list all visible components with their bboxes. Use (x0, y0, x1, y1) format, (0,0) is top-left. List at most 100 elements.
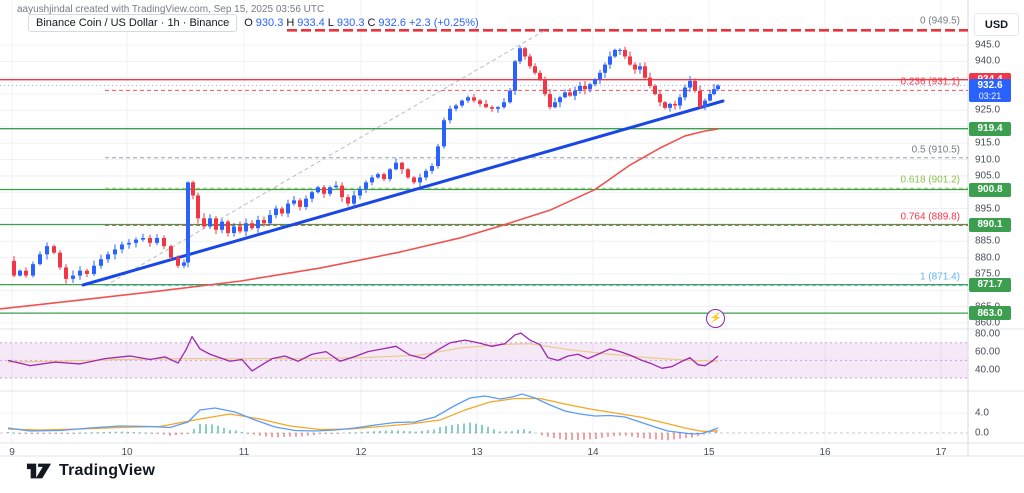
candle-body (513, 61, 517, 91)
candle-body (238, 226, 242, 232)
candle-body (623, 49, 627, 57)
macd-histogram-bar (643, 433, 645, 439)
macd-histogram-bar (439, 427, 441, 433)
macd-histogram-bar (397, 430, 399, 433)
candle-body (274, 208, 278, 216)
candle-body (71, 275, 75, 279)
macd-histogram-bar (367, 431, 369, 433)
macd-histogram-bar (583, 433, 585, 440)
macd-histogram-bar (109, 431, 111, 433)
macd-histogram-bar (403, 430, 405, 433)
candle-body (693, 80, 697, 91)
price-label-badge: 863.0 (969, 306, 1011, 321)
candle-body (658, 94, 662, 103)
candle-body (578, 85, 582, 91)
attribution-text: aayushjindal created with TradingView.co… (17, 4, 325, 15)
macd-histogram-bar (499, 431, 501, 433)
macd-histogram-bar (679, 433, 681, 439)
candle-body (412, 177, 416, 183)
macd-histogram-bar (313, 433, 315, 436)
price-tick-label: 910.0 (975, 154, 1001, 166)
candle-body (134, 239, 138, 243)
macd-histogram-bar (247, 433, 249, 434)
candle-body (568, 92, 572, 96)
candle-body (226, 221, 230, 234)
candle-body (454, 105, 458, 109)
macd-histogram-bar (181, 433, 183, 435)
flash-icon-glyph: ⚡ (708, 312, 723, 325)
macd-histogram-bar (493, 429, 495, 433)
tradingview-logo-mark[interactable] (26, 460, 52, 482)
candle-body (688, 80, 692, 88)
price-tick-label: 4.0 (975, 407, 989, 419)
macd-histogram-bar (211, 424, 213, 433)
macd-histogram-bar (421, 430, 423, 433)
candle-body (169, 246, 173, 258)
price-tick-label: 885.0 (975, 235, 1001, 247)
candle-body (618, 49, 622, 51)
candle-body (328, 187, 332, 194)
macd-histogram-bar (55, 433, 57, 434)
macd-histogram-bar (601, 433, 603, 438)
macd-histogram-bar (133, 432, 135, 434)
macd-histogram-bar (289, 433, 291, 437)
macd-histogram-bar (523, 429, 525, 433)
macd-histogram-bar (67, 433, 69, 434)
candle-body (533, 66, 537, 73)
macd-histogram-bar (391, 430, 393, 433)
macd-histogram-bar (241, 431, 243, 433)
candle-body (364, 182, 368, 189)
candle-body (358, 188, 362, 196)
candle-body (613, 49, 617, 57)
candle-body (352, 195, 356, 204)
candle-body (406, 169, 410, 178)
candle-body (698, 90, 702, 108)
macd-signal-line (7, 397, 719, 433)
fib-level-label: 1 (871.4) (919, 271, 960, 283)
macd-histogram-bar (7, 432, 9, 433)
time-tick-label: 10 (121, 447, 133, 458)
macd-histogram-bar (631, 433, 633, 437)
price-tick-label: 60.00 (975, 346, 1001, 358)
macd-histogram-bar (661, 433, 663, 440)
macd-histogram-bar (157, 433, 159, 434)
macd-histogram-bar (253, 433, 255, 435)
candle-body (628, 56, 632, 65)
macd-histogram-bar (445, 426, 447, 433)
macd-histogram-bar (259, 433, 261, 436)
candle-body (99, 259, 103, 266)
fib-anchor-trendline[interactable] (104, 29, 546, 287)
candle-body (424, 170, 428, 178)
macd-histogram-bar (139, 432, 141, 434)
candle-body (708, 94, 712, 101)
price-tick-label: 940.0 (975, 55, 1001, 67)
candle-body (45, 246, 49, 255)
candle-body (141, 237, 145, 240)
macd-histogram-bar (565, 433, 567, 440)
candle-body (298, 200, 302, 207)
high-label: H (286, 17, 295, 29)
time-tick-label: 17 (935, 447, 947, 458)
macd-histogram-bar (271, 433, 273, 438)
macd-histogram-bar (205, 424, 207, 433)
candle-body (436, 146, 440, 167)
moving-average-line (0, 128, 719, 310)
candle-body (316, 187, 320, 193)
fib-level-label: 0 (949.5) (919, 15, 960, 27)
candle-body (280, 208, 284, 214)
macd-histogram-bar (229, 430, 231, 433)
price-tick-label: 915.0 (975, 137, 1001, 149)
macd-histogram-bar (325, 433, 327, 435)
candle-body (598, 72, 602, 80)
price-label-badge: 890.1 (969, 217, 1011, 232)
candle-body (155, 237, 159, 243)
candle-body (633, 64, 637, 70)
current-price-badge: 932.6 03:21 (969, 79, 1011, 102)
tradingview-logo-text[interactable]: TradingView (59, 462, 156, 479)
candle-body (648, 77, 652, 86)
candle-body (608, 56, 612, 65)
currency-toggle-button[interactable]: USD (974, 13, 1019, 36)
symbol-title[interactable]: Binance Coin / US Dollar · 1h · Binance (28, 14, 238, 32)
candle-body (538, 72, 542, 80)
macd-line (7, 393, 719, 435)
